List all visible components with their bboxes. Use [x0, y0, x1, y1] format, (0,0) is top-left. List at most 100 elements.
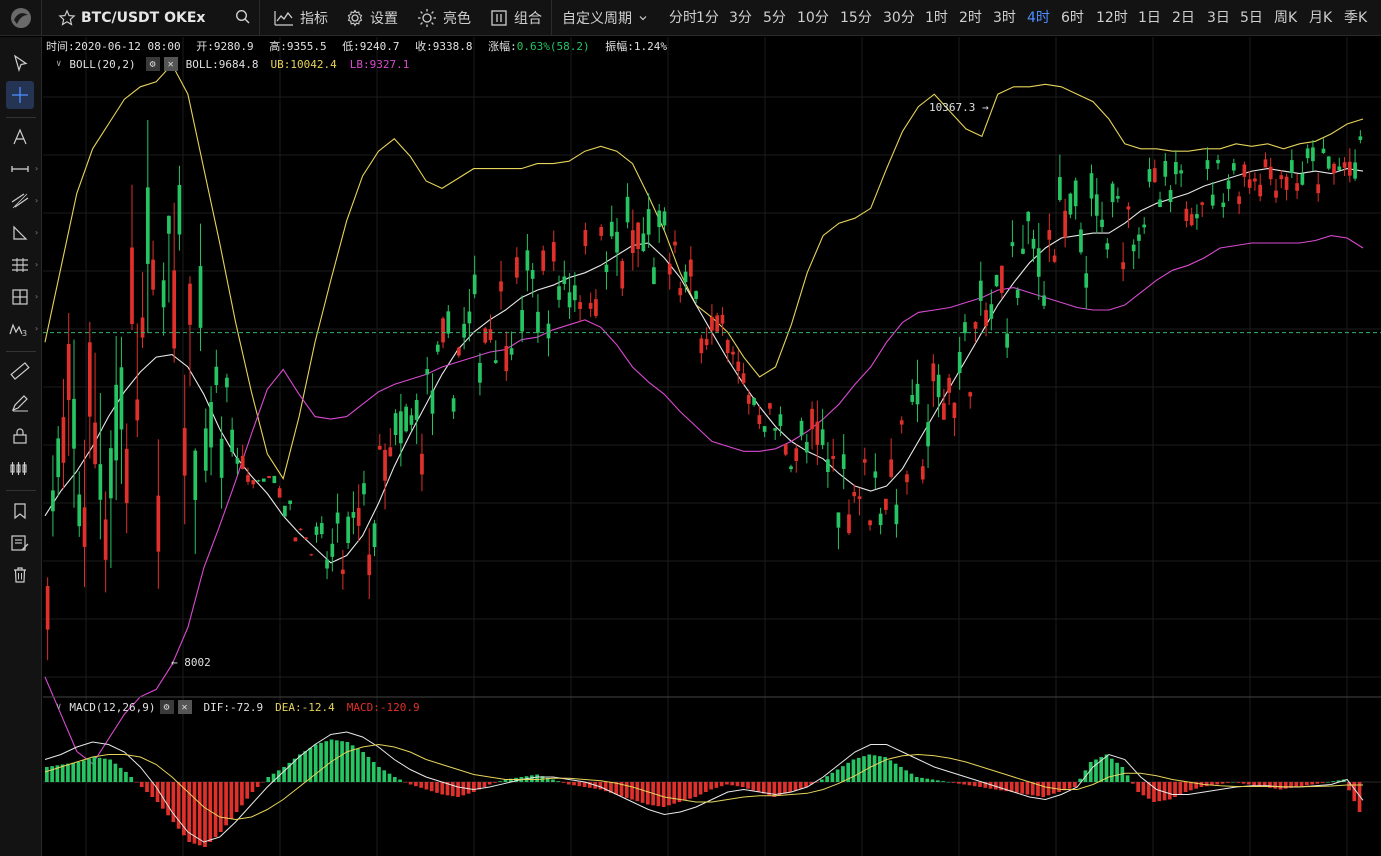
candle-body[interactable] [720, 314, 725, 324]
candle-body[interactable] [1231, 163, 1236, 171]
candle-body[interactable] [926, 422, 930, 447]
candle-body[interactable] [246, 475, 250, 482]
candle-body[interactable] [1237, 196, 1241, 205]
candle-body[interactable] [383, 449, 387, 481]
candle-body[interactable] [193, 450, 198, 500]
candle-body[interactable] [978, 280, 983, 301]
candle-body[interactable] [182, 428, 187, 476]
candle-body[interactable] [288, 500, 292, 504]
candle-body[interactable] [1163, 160, 1168, 177]
period-13[interactable]: 12时 [1096, 10, 1128, 26]
candle-body[interactable] [1300, 173, 1305, 185]
candle-body[interactable] [1205, 160, 1210, 169]
candle-body[interactable] [541, 250, 546, 271]
candle-body[interactable] [93, 422, 97, 465]
candle-body[interactable] [467, 311, 472, 324]
candle-body[interactable] [905, 474, 909, 483]
candle-body[interactable] [551, 242, 556, 262]
candle-body[interactable] [1189, 214, 1194, 226]
candle-body[interactable] [151, 259, 155, 290]
hide-drawings-tool[interactable] [6, 454, 34, 482]
candle-body[interactable] [683, 271, 688, 283]
candle-body[interactable] [103, 519, 108, 560]
candle-body[interactable] [356, 508, 361, 526]
candle-body[interactable] [388, 447, 393, 457]
candle-body[interactable] [1079, 229, 1083, 253]
candle-body[interactable] [1110, 183, 1115, 203]
candle-body[interactable] [1126, 206, 1131, 210]
candle-body[interactable] [599, 226, 604, 236]
candle-body[interactable] [409, 415, 414, 425]
candle-body[interactable] [936, 374, 941, 398]
expand-arrow-icon[interactable]: › [35, 228, 39, 237]
candle-body[interactable] [757, 415, 762, 425]
candle-body[interactable] [1332, 163, 1336, 174]
candle-body[interactable] [435, 344, 440, 352]
candle-body[interactable] [899, 420, 904, 425]
candle-body[interactable] [789, 466, 793, 470]
candle-body[interactable] [1289, 160, 1294, 173]
candle-body[interactable] [319, 523, 324, 535]
candle-body[interactable] [688, 259, 693, 277]
candle-body[interactable] [1137, 234, 1141, 241]
candle-body[interactable] [952, 402, 957, 419]
candle-body[interactable] [240, 455, 245, 470]
candle-body[interactable] [662, 211, 667, 226]
chart-canvas[interactable] [43, 37, 1381, 856]
candle-body[interactable] [1295, 183, 1299, 191]
period-2[interactable]: 1分 [696, 10, 719, 26]
candle-body[interactable] [530, 270, 535, 279]
candle-body[interactable] [562, 276, 567, 284]
candle-body[interactable] [862, 459, 867, 463]
candle-body[interactable] [446, 311, 451, 334]
candle-body[interactable] [1184, 208, 1189, 221]
candle-body[interactable] [799, 420, 804, 436]
candle-body[interactable] [493, 360, 498, 363]
period-7[interactable]: 30分 [883, 10, 915, 26]
candle-body[interactable] [1342, 162, 1347, 168]
candle-body[interactable] [1210, 194, 1215, 206]
candle-body[interactable] [1063, 210, 1067, 238]
candle-body[interactable] [1226, 180, 1231, 189]
candle-body[interactable] [731, 351, 735, 355]
candle-body[interactable] [794, 448, 799, 461]
candle-body[interactable] [620, 261, 625, 289]
candle-body[interactable] [309, 554, 314, 556]
indicator-settings-icon[interactable]: ⚙ [145, 57, 160, 71]
period-18[interactable]: 周K [1274, 10, 1298, 26]
candle-body[interactable] [293, 537, 298, 542]
candle-body[interactable] [1068, 193, 1073, 215]
candle-body[interactable] [72, 398, 76, 449]
candle-body[interactable] [45, 586, 50, 630]
candle-body[interactable] [457, 347, 461, 356]
candle-body[interactable] [583, 229, 588, 247]
candle-body[interactable] [836, 512, 841, 528]
pointer-tool[interactable] [6, 49, 34, 77]
candle-body[interactable] [1121, 262, 1125, 270]
close-icon[interactable]: ✕ [163, 57, 178, 71]
period-4[interactable]: 5分 [763, 10, 786, 26]
period-3[interactable]: 3分 [729, 10, 752, 26]
candle-body[interactable] [831, 456, 836, 459]
candle-body[interactable] [736, 361, 741, 372]
collapse-chevron-icon[interactable]: ∨ [56, 59, 62, 69]
period-6[interactable]: 15分 [840, 10, 872, 26]
candle-body[interactable] [256, 480, 261, 482]
candle-body[interactable] [1274, 190, 1278, 198]
candle-body[interactable] [66, 344, 71, 401]
expand-arrow-icon[interactable]: › [35, 324, 39, 333]
candle-body[interactable] [957, 351, 962, 373]
candle-body[interactable] [203, 428, 208, 471]
candle-body[interactable] [135, 399, 140, 421]
candle-body[interactable] [1058, 177, 1062, 201]
candle-body[interactable] [673, 241, 677, 246]
candle-body[interactable] [746, 394, 751, 404]
candle-body[interactable] [1311, 147, 1315, 162]
candle-body[interactable] [272, 475, 277, 484]
candle-body[interactable] [1084, 273, 1089, 288]
candle-body[interactable] [341, 569, 345, 575]
candle-body[interactable] [667, 263, 672, 275]
theme-toggle-button[interactable]: 亮色 [409, 0, 479, 36]
candle-body[interactable] [214, 366, 219, 386]
candle-body[interactable] [773, 428, 778, 431]
